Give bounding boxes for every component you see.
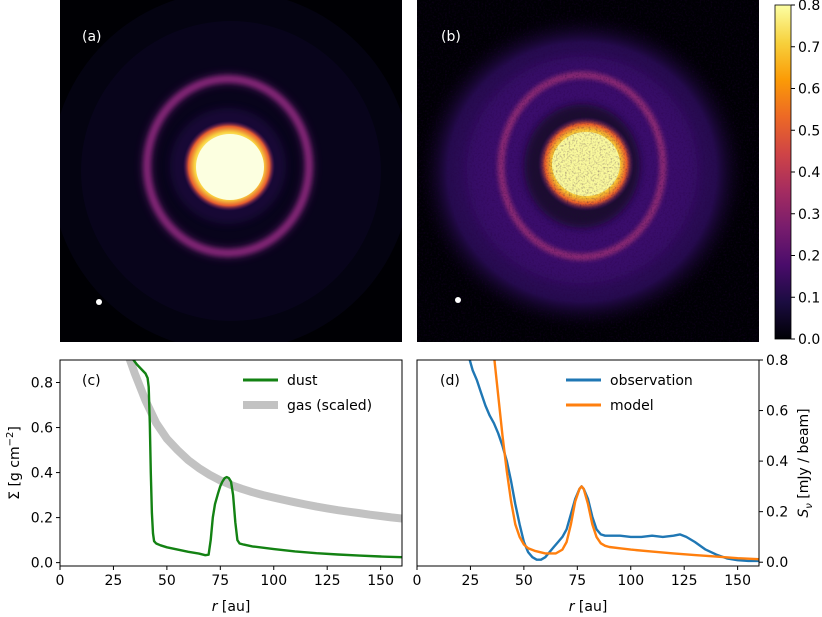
colorbar-tick-label: 0.2 [798, 249, 820, 265]
panel-d-xtick-label: 100 [617, 573, 644, 589]
panel-d-ytick-label: 0.2 [766, 505, 788, 521]
colorbar-tick-label: 0.7 [798, 40, 820, 56]
panel-d-xlabel: r [au] [569, 599, 608, 615]
panel-c-series-dust [132, 360, 402, 559]
colorbar-tick-label: 0.5 [798, 123, 820, 139]
panel-c-xtick-label: 0 [56, 573, 65, 589]
panel-c-ylabel: Σ [g cm−2] [5, 426, 23, 500]
panel-a-label: (a) [82, 29, 102, 45]
panel-d-xtick-label: 150 [724, 573, 751, 589]
beam-marker-b [455, 297, 461, 303]
legend-d: observation model [566, 373, 693, 414]
panel-d-xtick-label: 50 [515, 573, 533, 589]
panel-b-label: (b) [441, 29, 461, 45]
panel-c-axes: 0 25 50 75 100 125 150 0.0 0.2 0.4 0.6 0.8 (c) dust… [5, 359, 403, 615]
panel-c-ytick-label: 0.6 [31, 421, 53, 437]
panel-d-ylabel: Sν [mJy / beam] [796, 408, 815, 517]
legend-d-observation-label: observation [610, 373, 693, 389]
panel-c-xtick-label: 25 [105, 573, 123, 589]
panel-b-image [417, 0, 759, 342]
panel-c-ytick-label: 0.2 [31, 511, 53, 527]
panel-d-xtick-label: 125 [671, 573, 698, 589]
panel-d-ytick-label: 0.0 [766, 555, 788, 571]
panel-a-image [60, 0, 402, 342]
panel-c-xlabel: r [au] [212, 599, 251, 615]
colorbar-tick-label: 0.1 [798, 290, 820, 306]
colorbar-tick-label: 0.3 [798, 207, 820, 223]
colorbar-tick-label: 0.4 [798, 165, 820, 181]
panel-c-ytick-label: 0.4 [31, 466, 53, 482]
panel-d-ytick-label: 0.4 [766, 454, 788, 470]
panel-c-xtick-label: 50 [158, 573, 176, 589]
colorbar-tick-label: 0.0 [798, 332, 820, 348]
panel-c-ytick-label: 0.8 [31, 376, 53, 392]
panel-d-axes: 0 25 50 75 100 125 150 0.0 0.2 0.4 0.6 0.8 (d) obse… [413, 353, 815, 615]
panel-d-ytick-label: 0.8 [766, 353, 788, 369]
panel-d-ytick-label: 0.6 [766, 404, 788, 420]
legend-c-dust-label: dust [287, 373, 318, 389]
panel-d-xtick-label: 25 [462, 573, 480, 589]
panel-c-series-gas-scaled- [125, 360, 402, 523]
panel-c-xtick-label: 150 [367, 573, 394, 589]
panel-d-xtick-label: 75 [568, 573, 586, 589]
colorbar: 0.0 0.1 0.2 0.3 0.4 0.5 0.6 0.7 0.8 [774, 0, 820, 348]
panel-c-label: (c) [82, 373, 101, 389]
panel-d-xtick-label: 0 [413, 573, 422, 589]
legend-c-gas-label: gas (scaled) [287, 398, 372, 414]
panel-c-xtick-label: 75 [211, 573, 229, 589]
colorbar-tick-label: 0.8 [798, 0, 820, 14]
panel-d-series-model [493, 360, 759, 561]
legend-c: dust gas (scaled) [243, 373, 372, 414]
colorbar-tick-label: 0.6 [798, 82, 820, 98]
panel-c-xtick-label: 125 [314, 573, 341, 589]
panel-c-ytick-label: 0.0 [31, 556, 53, 572]
panel-c-xtick-label: 100 [260, 573, 287, 589]
panel-d-label: (d) [440, 373, 460, 389]
beam-marker-a [96, 299, 102, 305]
legend-d-model-label: model [610, 398, 654, 414]
